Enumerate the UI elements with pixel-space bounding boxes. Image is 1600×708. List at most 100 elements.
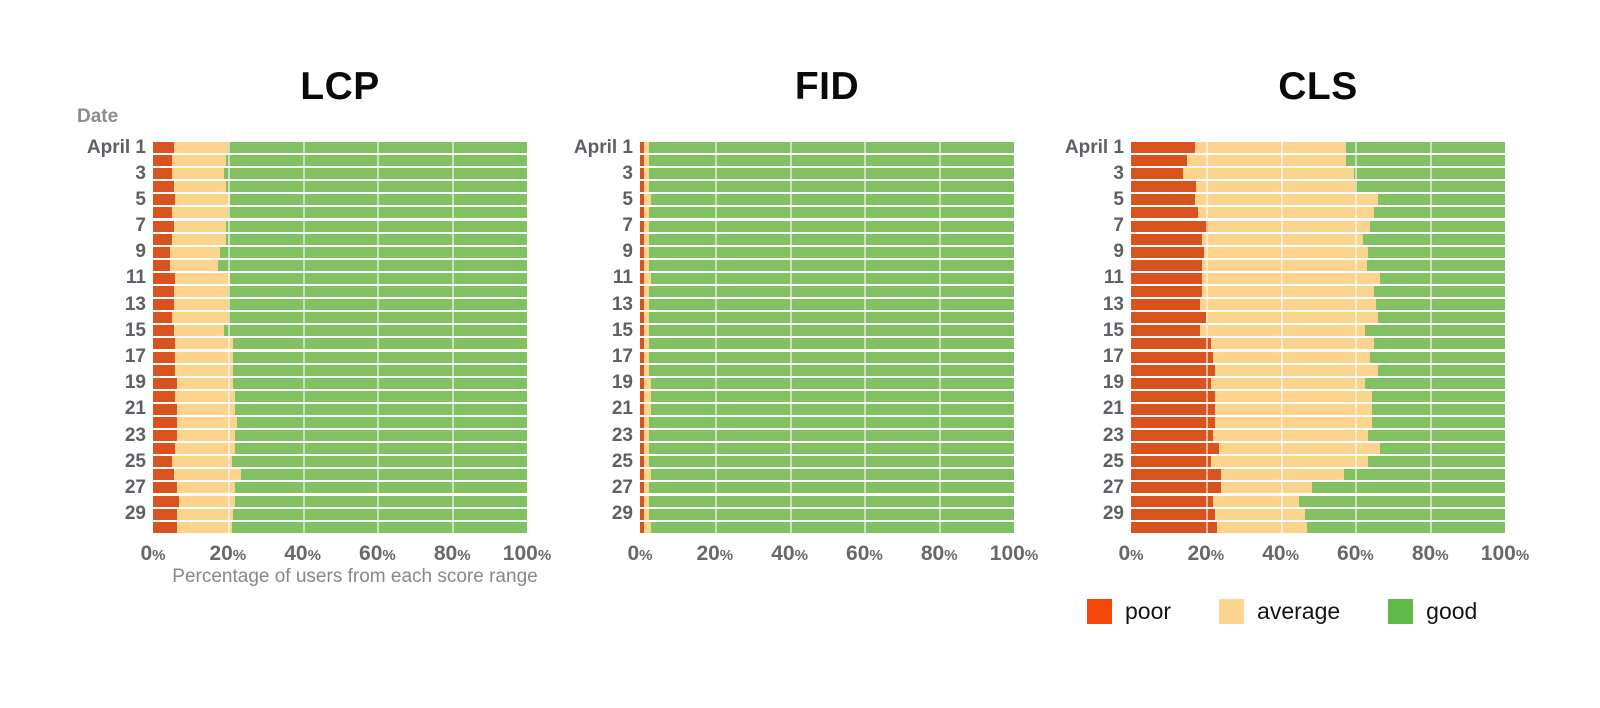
segment-average xyxy=(169,259,219,271)
bar-lcp-april-8 xyxy=(153,233,527,245)
segment-good xyxy=(649,443,1014,455)
x-tick-number: 80 xyxy=(433,542,458,565)
segment-poor xyxy=(153,482,178,494)
segment-good xyxy=(227,142,527,153)
percent-sign: % xyxy=(1130,547,1144,564)
y-label-fid-april-25: 25 xyxy=(611,450,633,472)
y-label-cls-april-3: 3 xyxy=(1113,162,1124,184)
gridline-60 xyxy=(377,142,380,533)
segment-poor xyxy=(1131,246,1204,258)
y-label-fid-april-23: 23 xyxy=(611,424,633,446)
segment-average xyxy=(1217,521,1307,533)
segment-average xyxy=(643,456,650,468)
segment-average xyxy=(1215,508,1305,520)
x-tick-number: 20 xyxy=(209,542,233,565)
segment-average xyxy=(173,469,241,481)
segment-poor xyxy=(1131,495,1214,507)
bar-lcp-april-16 xyxy=(153,338,527,350)
segment-good xyxy=(651,521,1014,533)
bar-fid-april-26 xyxy=(640,469,1014,481)
plot-area-lcp: April 1 3 5 7 9 11 13 15 17 19 21 23 25 27 29 0% 20% 40% 6… xyxy=(87,137,551,566)
bar-cls-april-6 xyxy=(1131,207,1505,219)
segment-poor xyxy=(640,508,644,520)
bar-fid-april-7 xyxy=(640,220,1014,232)
x-tick-fid-100: 100% xyxy=(990,542,1038,566)
segment-good xyxy=(649,351,1014,363)
segment-good xyxy=(235,443,527,455)
segment-average xyxy=(1215,416,1373,428)
percent-sign: % xyxy=(232,547,247,564)
segment-average xyxy=(643,155,650,167)
segment-average xyxy=(1196,181,1356,193)
segment-poor xyxy=(153,338,176,350)
segment-average xyxy=(643,508,650,520)
segment-average xyxy=(643,495,650,507)
segment-poor xyxy=(640,403,644,415)
segment-poor xyxy=(640,312,644,324)
segment-good xyxy=(1377,194,1505,206)
segment-poor xyxy=(153,299,174,311)
x-tick-fid-80: 80% xyxy=(921,542,958,566)
segment-poor xyxy=(640,443,644,455)
segment-good xyxy=(649,508,1014,520)
segment-good xyxy=(1346,155,1505,167)
x-axis-ticks-cls: 0% 20% 40% 60% 80% 100% xyxy=(1118,542,1529,568)
y-axis-labels-lcp: April 1 3 5 7 9 11 13 15 17 19 21 23 25 27 29 xyxy=(36,137,146,533)
y-label-cls-april-4 xyxy=(1014,181,1124,192)
segment-poor xyxy=(153,456,172,468)
segment-good xyxy=(1355,181,1505,193)
x-tick-number: 60 xyxy=(846,542,870,565)
segment-good xyxy=(1366,259,1505,271)
segment-poor xyxy=(153,246,170,258)
segment-poor xyxy=(153,364,176,376)
bar-lcp-april-24 xyxy=(153,443,527,455)
segment-good xyxy=(1374,207,1505,219)
bar-lcp-april-22 xyxy=(153,416,527,428)
percent-sign: % xyxy=(1210,547,1225,564)
segment-poor xyxy=(153,259,170,271)
y-label-cls-april-7: 7 xyxy=(1113,215,1124,237)
percent-sign: % xyxy=(1024,547,1039,564)
segment-good xyxy=(1362,233,1505,245)
segment-average xyxy=(643,390,652,402)
bar-lcp-april-26 xyxy=(153,469,527,481)
bar-lcp-april-19 xyxy=(153,377,527,389)
segment-good xyxy=(649,233,1014,245)
x-tick-lcp-20: 20% xyxy=(209,542,246,566)
segment-poor xyxy=(153,351,176,363)
plot-area-cls: April 1 3 5 7 9 11 13 15 17 19 21 23 25 27 29 0% 20% 40% 6… xyxy=(1065,137,1529,566)
segment-poor xyxy=(640,469,644,481)
segment-poor xyxy=(640,207,644,219)
bar-lcp-april-10 xyxy=(153,259,527,271)
bar-fid-april-22 xyxy=(640,416,1014,428)
y-label-fid-april-8 xyxy=(523,234,633,245)
y-label-fid-april-30 xyxy=(523,522,633,533)
y-label-lcp-april-17: 17 xyxy=(124,346,146,367)
y-label-cls-april-30 xyxy=(1014,522,1124,533)
segment-poor xyxy=(153,207,172,219)
segment-poor xyxy=(640,430,644,442)
y-label-fid-april-7: 7 xyxy=(622,215,633,237)
segment-poor xyxy=(640,168,644,180)
chart-title-lcp: LCP xyxy=(300,65,380,108)
segment-good xyxy=(235,482,527,494)
segment-average xyxy=(1194,194,1378,206)
segment-average xyxy=(171,207,228,219)
segment-good xyxy=(224,168,527,180)
bar-fid-april-17 xyxy=(640,351,1014,363)
segment-average xyxy=(1218,443,1380,455)
bar-fid-april-6 xyxy=(640,207,1014,219)
segment-good xyxy=(651,469,1014,481)
y-label-fid-april-1: April 1 xyxy=(573,136,633,158)
bar-fid-april-25 xyxy=(640,456,1014,468)
segment-average xyxy=(173,299,228,311)
bar-cls-april-3 xyxy=(1131,168,1505,180)
segment-average xyxy=(1183,168,1354,180)
y-label-fid-april-15: 15 xyxy=(611,319,633,341)
segment-good xyxy=(651,403,1014,415)
bar-fid-april-2 xyxy=(640,155,1014,167)
segment-poor xyxy=(1131,338,1212,350)
bar-fid-april-11 xyxy=(640,272,1014,284)
segment-poor xyxy=(1131,456,1212,468)
legend-label-good: good xyxy=(1426,598,1478,624)
